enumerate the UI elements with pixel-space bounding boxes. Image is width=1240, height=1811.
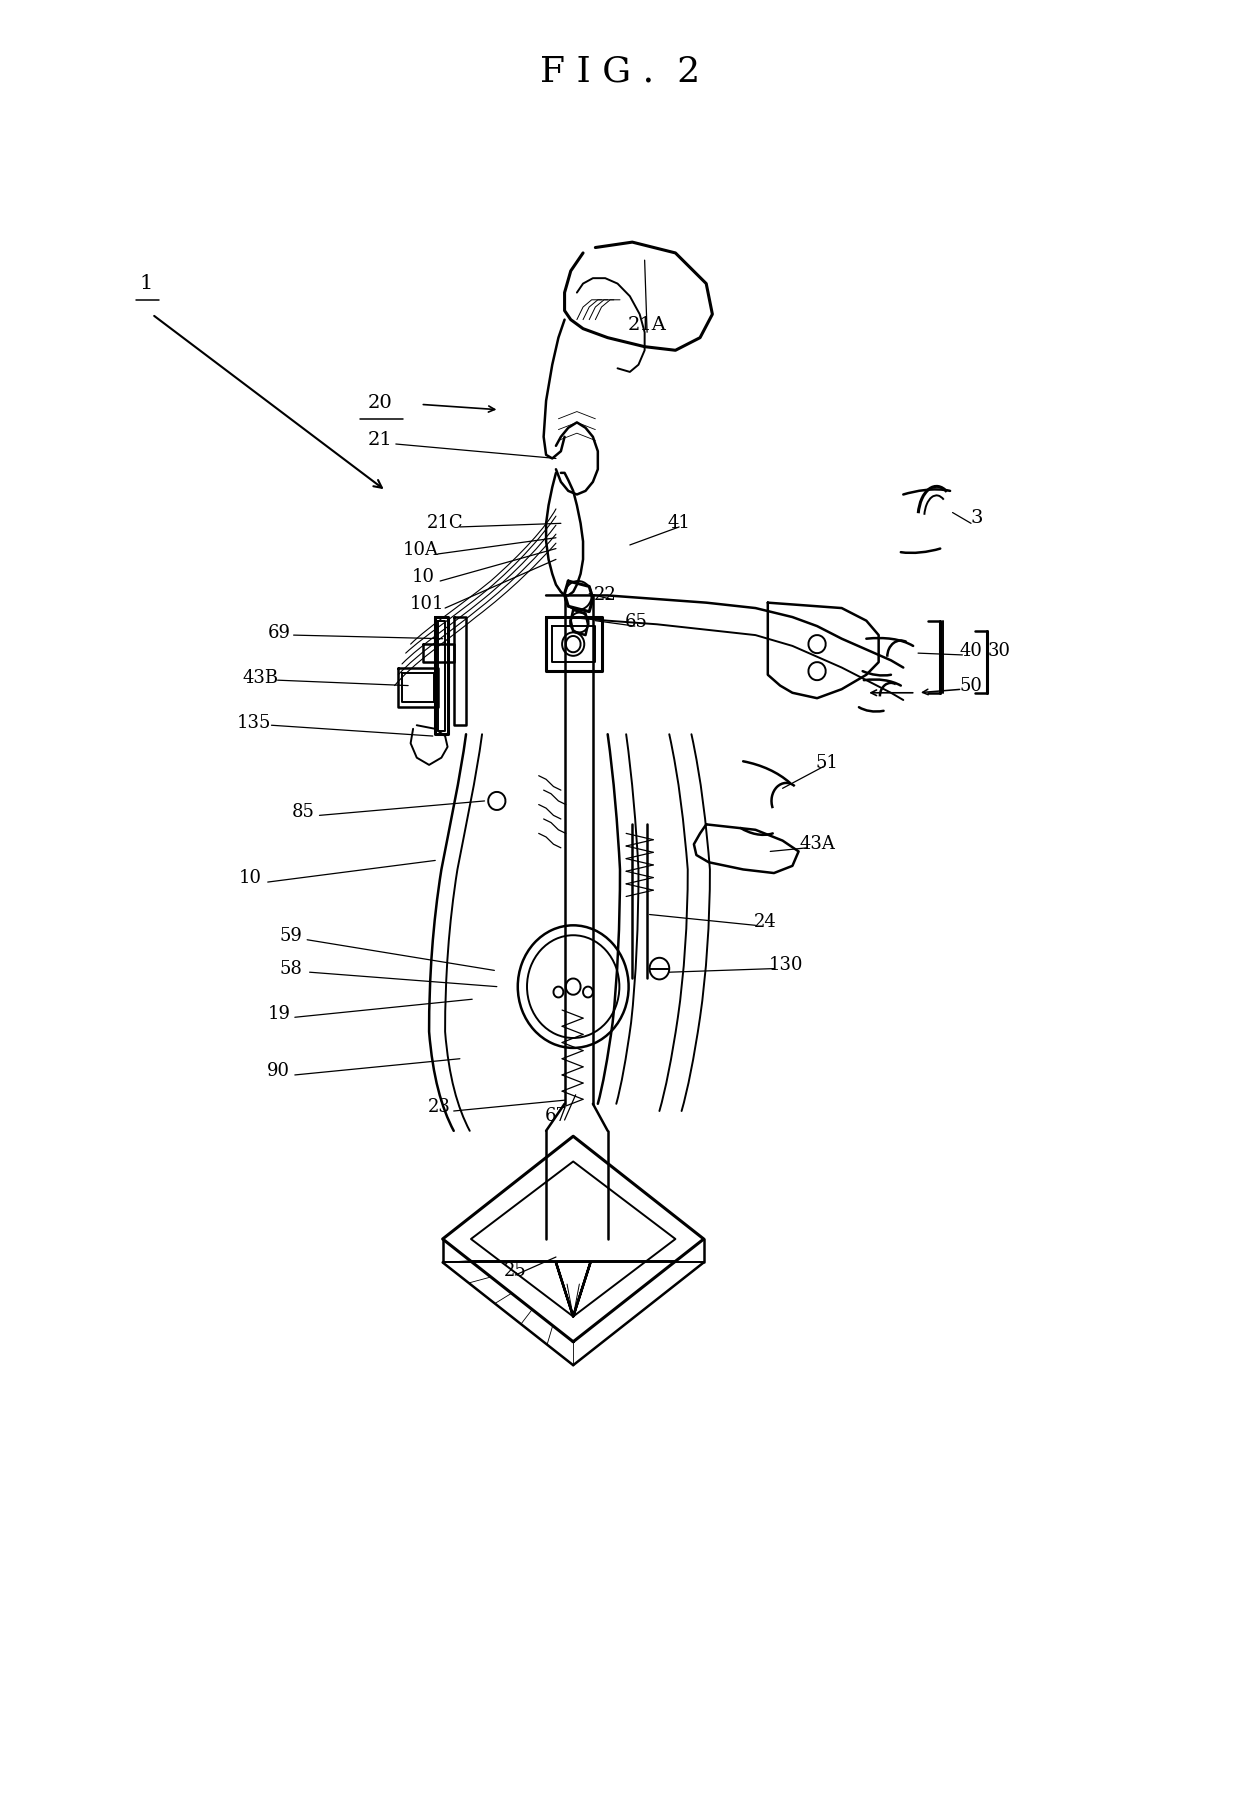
Text: 25: 25 (503, 1262, 527, 1280)
Text: 21A: 21A (627, 317, 667, 333)
Text: 21: 21 (367, 431, 392, 449)
Text: 22: 22 (594, 587, 616, 605)
Text: 1: 1 (139, 273, 153, 293)
Text: 85: 85 (293, 802, 315, 820)
Text: 101: 101 (409, 596, 444, 614)
Text: 43A: 43A (799, 835, 835, 853)
Text: F I G .  2: F I G . 2 (539, 54, 701, 89)
Text: 10A: 10A (403, 541, 439, 560)
Text: 24: 24 (754, 913, 776, 931)
Text: 50: 50 (960, 677, 982, 695)
Text: 59: 59 (280, 927, 303, 945)
Text: 67: 67 (544, 1107, 568, 1125)
Text: 23: 23 (428, 1099, 450, 1116)
Text: 10: 10 (412, 569, 434, 587)
Text: 10: 10 (239, 869, 262, 887)
Text: 40: 40 (960, 643, 982, 661)
Text: 69: 69 (268, 625, 290, 643)
Text: 43B: 43B (242, 670, 279, 688)
Text: 135: 135 (237, 714, 272, 732)
Text: 19: 19 (268, 1005, 290, 1023)
Text: 130: 130 (769, 956, 804, 974)
Text: 20: 20 (367, 393, 392, 411)
Text: 21C: 21C (427, 514, 464, 532)
Text: 30: 30 (988, 643, 1011, 661)
Text: 90: 90 (268, 1063, 290, 1081)
Text: 65: 65 (625, 614, 647, 632)
Text: 3: 3 (971, 509, 983, 527)
Text: 41: 41 (667, 514, 691, 532)
Text: 58: 58 (280, 960, 303, 978)
Text: 51: 51 (816, 753, 838, 771)
